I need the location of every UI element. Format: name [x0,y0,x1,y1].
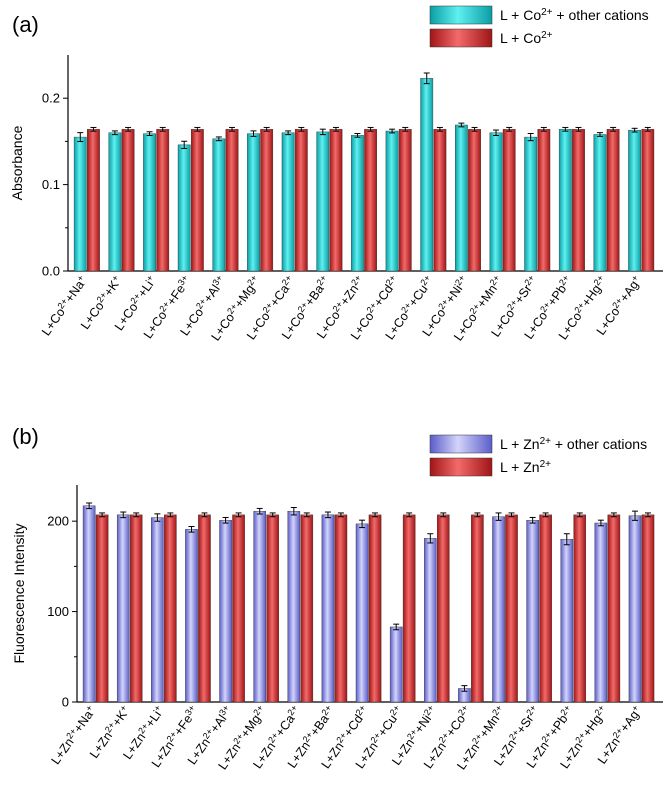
bar-series1 [355,523,369,703]
bar-series2 [87,129,100,272]
bar-series1 [287,511,301,703]
bar-series1 [151,517,164,703]
bar-series1 [560,539,574,703]
bar-series1 [454,124,468,272]
bar-series1 [492,516,505,703]
x-category-label: L+Zn2++Li+ [120,703,168,762]
bar-series2 [190,129,204,272]
y-tick-label: 0.1 [42,177,60,192]
bar-series1 [385,130,399,272]
legend-label: L + Co2+ [500,30,553,46]
y-axis-title: Absorbance [9,125,25,200]
bar-series2 [232,514,245,703]
bar-series2 [121,129,135,272]
bar-series2 [641,129,655,272]
bar-series2 [505,514,518,703]
bar-series1 [253,511,267,703]
bar-series2 [402,514,416,703]
bar-series2 [537,129,551,272]
panel-a-absorbance-chart: (a)0.00.10.2AbsorbanceL+Co2++Na+L+Co2++K… [9,5,663,344]
panel-b-fluorescence-chart: (b) 0 100 200 Fluorescence Intensity L+Zn2++N… [11,424,663,772]
bar-series1 [321,514,335,703]
bar-series2 [364,129,377,272]
legend-label: L + Zn2+ + other cations [500,436,647,452]
bar-series2 [156,129,170,272]
bar-series1 [628,515,642,703]
bar-series1 [247,133,260,272]
bar-series1 [628,129,641,272]
bar-series2 [436,514,450,703]
y-tick-label: 0.0 [42,264,60,279]
x-category-label: L+Co2++Na+ [38,273,90,338]
bar-series2 [433,129,447,272]
bar-series2 [129,514,143,703]
y-tick-label: 100 [47,604,69,619]
legend-swatch [429,28,493,48]
legend-swatch [429,5,493,25]
bar-series2 [266,514,279,703]
x-category-label: L+Zn2++Cu2+ [352,703,406,771]
bar-series1 [185,529,198,703]
bar-series1 [424,538,437,703]
bar-series1 [524,136,538,272]
bar-series1 [593,134,607,272]
bar-series2 [164,514,177,703]
legend-swatch [429,434,493,454]
bar-series1 [594,522,608,703]
bar-series2 [260,129,274,272]
bar-series1 [316,131,330,272]
bar-series1 [82,505,96,703]
legend-label: L + Co2+ + other cations [500,7,649,23]
y-tick-label: 200 [47,514,69,529]
bar-series1 [143,133,156,272]
x-category-label: L+Co2++Pb2+ [521,273,575,342]
y-tick-label: 0.2 [42,91,60,106]
bar-series2 [368,514,382,703]
bar-series1 [177,144,191,272]
bar-series2 [502,129,516,272]
bar-series1 [281,132,295,272]
y-tick-label: 0 [62,695,69,710]
bar-series1 [108,132,122,272]
bar-series2 [573,514,587,703]
legend-swatch [429,457,493,477]
bar-series2 [539,514,552,703]
y-axis-title: Fluorescence Intensity [11,523,27,663]
bar-series2 [329,129,343,272]
bar-series2 [334,514,348,703]
bar-series1 [558,129,572,272]
bar-series1 [212,138,226,272]
bar-series1 [219,520,232,703]
bar-series2 [471,514,484,703]
bar-series1 [351,135,364,272]
bar-series2 [606,129,620,272]
legend-label: L + Zn2+ [500,459,551,475]
panel-label: (a) [12,12,39,37]
bar-series1 [73,136,87,272]
bar-series1 [389,626,403,703]
bar-series2 [300,514,314,703]
bar-series2 [607,514,621,703]
bar-series2 [225,129,239,272]
bar-series2 [468,129,481,272]
bar-series2 [198,514,211,703]
bar-series1 [526,520,539,703]
bar-series2 [572,129,585,272]
bar-series1 [489,132,503,272]
bar-series2 [95,514,109,703]
panel-label: (b) [12,424,39,449]
bar-series2 [398,129,412,272]
bar-series1 [116,514,130,703]
bar-series2 [294,129,308,272]
bar-series1 [420,78,434,272]
bar-series2 [641,514,655,703]
x-category-label: L+Zn2++Na+ [48,703,99,767]
